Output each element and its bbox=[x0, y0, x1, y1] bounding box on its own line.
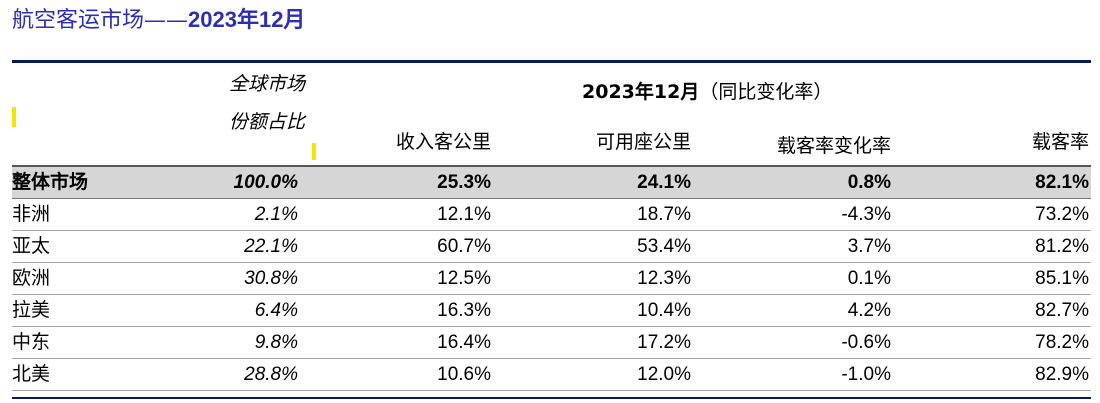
cell-ask: 24.1% bbox=[637, 172, 691, 193]
cell-plf-change: 0.1% bbox=[847, 268, 891, 289]
cell-region: 中东 bbox=[12, 331, 51, 353]
cell-plf-change: 3.7% bbox=[847, 236, 891, 257]
header-share-line2: 份额占比 bbox=[228, 111, 305, 133]
cell-share: 22.1% bbox=[244, 236, 298, 257]
table-row: 非洲 2.1% 12.1% 18.7% -4.3% 73.2% bbox=[12, 199, 1091, 231]
header-period: 2023年12月（同比变化率） bbox=[582, 77, 832, 104]
cell-rpk: 60.7% bbox=[437, 236, 491, 257]
cell-plf-change: 0.8% bbox=[847, 172, 891, 193]
cell-share: 9.8% bbox=[254, 332, 298, 353]
cell-rpk: 16.4% bbox=[437, 332, 491, 353]
title-period: 2023年12月 bbox=[188, 7, 306, 32]
cell-share: 28.8% bbox=[244, 364, 298, 385]
highlight-mark bbox=[312, 143, 316, 160]
cell-plf-change: -1.0% bbox=[841, 364, 891, 385]
cell-rpk: 12.5% bbox=[437, 268, 491, 289]
cell-rpk: 12.1% bbox=[437, 204, 491, 225]
cell-plf: 82.7% bbox=[1035, 300, 1089, 321]
table-row: 欧洲 30.8% 12.5% 12.3% 0.1% 85.1% bbox=[12, 263, 1091, 295]
cell-plf: 85.1% bbox=[1035, 268, 1089, 289]
header-rpk: 收入客公里 bbox=[395, 131, 491, 153]
header-plf: 载客率 bbox=[1031, 131, 1089, 153]
cell-plf: 78.2% bbox=[1035, 332, 1089, 353]
cell-plf-change: -0.6% bbox=[841, 332, 891, 353]
header-plf-change: 载客率变化率 bbox=[776, 135, 891, 157]
cell-rpk: 25.3% bbox=[437, 172, 491, 193]
cell-plf: 82.1% bbox=[1035, 172, 1089, 193]
cell-region: 欧洲 bbox=[12, 267, 51, 289]
header-period-date: 2023年12月 bbox=[582, 81, 700, 103]
table-top-rule bbox=[12, 60, 1091, 63]
cell-ask: 12.3% bbox=[637, 268, 691, 289]
cell-plf-change: -4.3% bbox=[841, 204, 891, 225]
header-share-line1: 全球市场 bbox=[228, 73, 305, 95]
cell-plf-change: 4.2% bbox=[847, 300, 891, 321]
cell-share: 2.1% bbox=[254, 204, 298, 225]
cell-plf: 82.9% bbox=[1035, 364, 1089, 385]
cell-ask: 53.4% bbox=[637, 236, 691, 257]
title-main: 航空客运市场—— bbox=[12, 8, 189, 33]
table-row: 中东 9.8% 16.4% 17.2% -0.6% 78.2% bbox=[12, 327, 1091, 359]
cell-region: 整体市场 bbox=[12, 171, 89, 193]
cell-ask: 12.0% bbox=[637, 364, 691, 385]
highlight-mark bbox=[12, 107, 16, 127]
table-bottom-rule bbox=[12, 397, 1091, 399]
cell-share: 6.4% bbox=[254, 300, 298, 321]
header-period-suffix: （同比变化率） bbox=[699, 81, 833, 103]
table-row: 北美 28.8% 10.6% 12.0% -1.0% 82.9% bbox=[12, 359, 1091, 391]
cell-region: 亚太 bbox=[12, 235, 51, 257]
cell-plf: 81.2% bbox=[1035, 236, 1089, 257]
cell-ask: 17.2% bbox=[637, 332, 691, 353]
header-rule bbox=[12, 165, 1091, 167]
table-row: 拉美 6.4% 16.3% 10.4% 4.2% 82.7% bbox=[12, 295, 1091, 327]
header-ask: 可用座公里 bbox=[595, 131, 691, 153]
cell-share: 100.0% bbox=[233, 172, 298, 193]
cell-share: 30.8% bbox=[244, 268, 298, 289]
cell-region: 北美 bbox=[12, 363, 51, 385]
cell-ask: 10.4% bbox=[637, 300, 691, 321]
cell-rpk: 10.6% bbox=[437, 364, 491, 385]
table-row: 亚太 22.1% 60.7% 53.4% 3.7% 81.2% bbox=[12, 231, 1091, 263]
cell-region: 非洲 bbox=[12, 203, 51, 225]
table-header: 全球市场 份额占比 2023年12月（同比变化率） 收入客公里 可用座公里 载客… bbox=[12, 63, 1091, 165]
table-row-total: 整体市场 100.0% 25.3% 24.1% 0.8% 82.1% bbox=[12, 167, 1091, 199]
cell-ask: 18.7% bbox=[637, 204, 691, 225]
cell-rpk: 16.3% bbox=[437, 300, 491, 321]
page-title: 航空客运市场——2023年12月 bbox=[12, 4, 305, 36]
cell-region: 拉美 bbox=[12, 299, 51, 321]
cell-plf: 73.2% bbox=[1035, 204, 1089, 225]
